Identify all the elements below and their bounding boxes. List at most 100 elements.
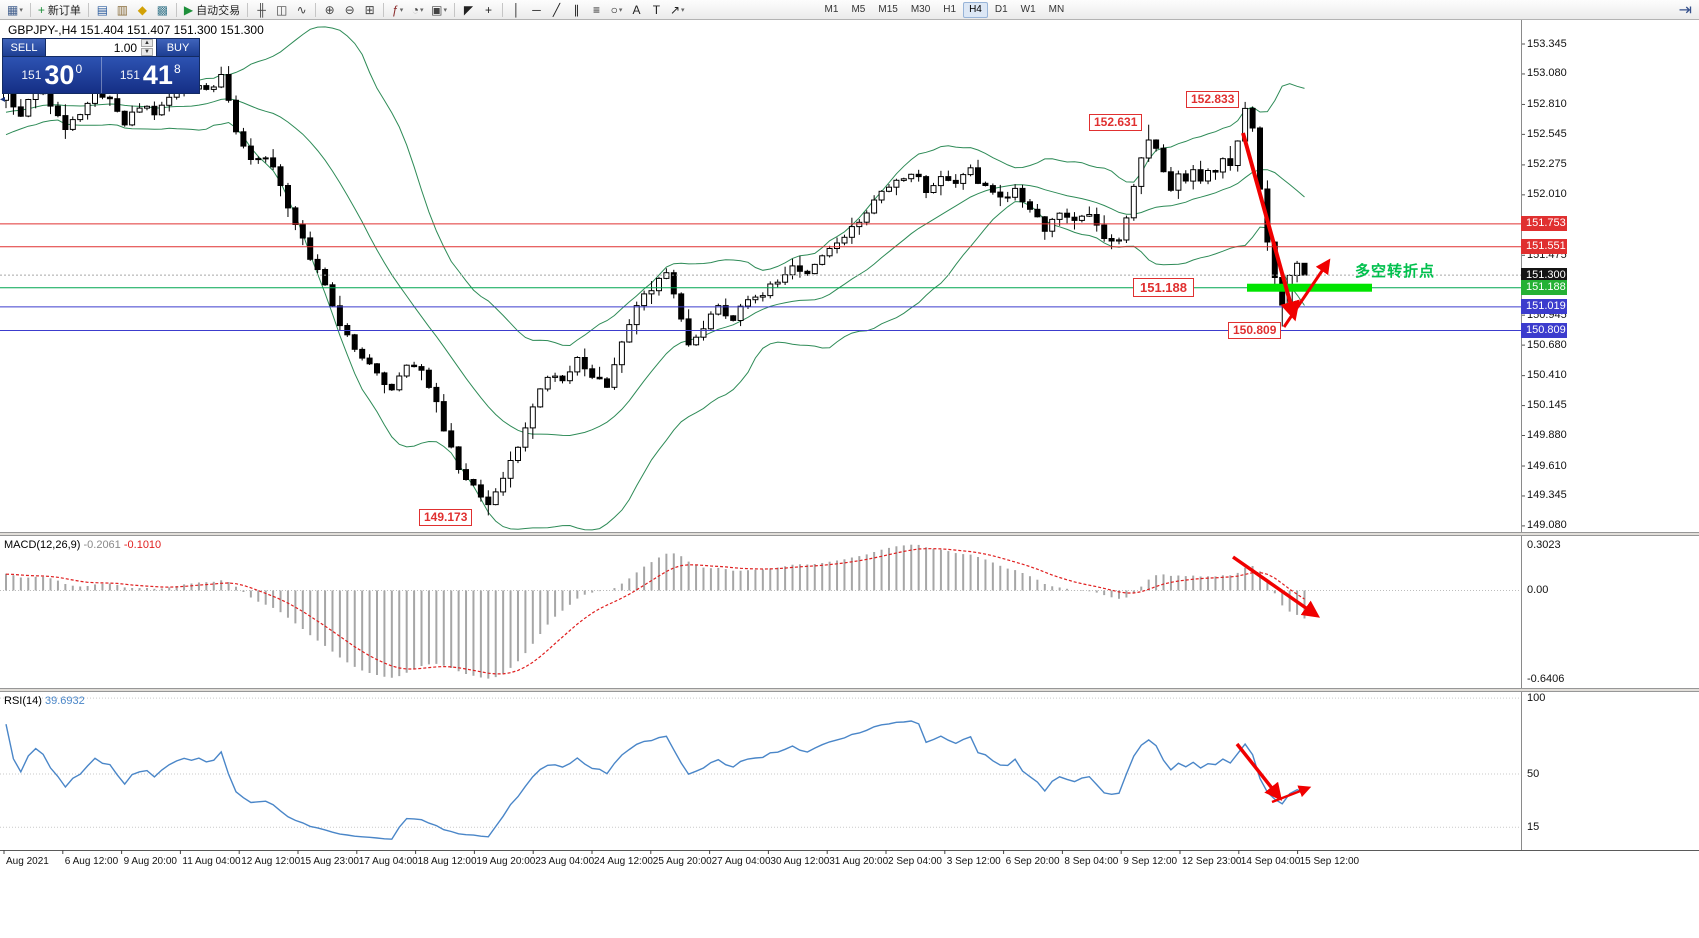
zoom-out-button[interactable]: ⊖ [340, 1, 359, 18]
line-chart-button[interactable]: ∿ [292, 1, 311, 18]
buy-price-prefix: 151 [119, 68, 140, 82]
new-order-icon: + [37, 2, 45, 17]
candle-chart-button[interactable]: ◫ [272, 1, 291, 18]
terminal-button[interactable]: ▩ [153, 1, 172, 18]
rsi-indicator-label: RSI(14) 39.6932 [4, 695, 85, 707]
macd-histogram [5, 544, 1306, 679]
arrows-tool-icon: ↗ [669, 2, 681, 17]
trend-arrow[interactable] [1271, 785, 1312, 804]
toolbar-separator [383, 2, 385, 17]
buy-price[interactable]: 151 41 8 [102, 57, 200, 93]
horizontal-line-button[interactable]: ─ [527, 1, 546, 18]
trend-arrow[interactable] [1235, 742, 1283, 801]
timeframe-group: M1 M5 M15 M30 H1 H4 D1 W1 MN [819, 1, 1071, 18]
oct-quote-row: 151 30 0 151 41 8 [2, 57, 200, 94]
trendline-button[interactable]: ╱ [547, 1, 566, 18]
tile-windows-button[interactable]: ⊞ [360, 1, 379, 18]
buy-button[interactable]: BUY [156, 38, 200, 57]
autotrading-icon: ▶ [183, 2, 194, 17]
sell-price[interactable]: 151 30 0 [3, 57, 102, 93]
timeframe-mn[interactable]: MN [1048, 4, 1065, 15]
horizontal-line-icon: ─ [532, 2, 541, 17]
bar-chart-icon: ╫ [257, 2, 266, 17]
channel-button[interactable]: ∥ [567, 1, 586, 18]
trend-arrow[interactable] [1282, 258, 1331, 328]
time-scale[interactable] [0, 850, 1699, 874]
timeframe-d1[interactable]: D1 [994, 4, 1008, 15]
terminal-icon: ▩ [156, 2, 169, 17]
chart-ohlc-title: GBPJPY-,H4 151.404 151.407 151.300 151.3… [8, 23, 264, 37]
price-scale-border [1521, 20, 1522, 850]
timeframe-w1[interactable]: W1 [1020, 4, 1036, 15]
dropdown-arrow-icon: ▾ [399, 6, 404, 14]
toolbar-separator [315, 2, 317, 17]
new-chart-icon: ▦ [7, 2, 19, 17]
panel-splitter-macd[interactable] [0, 532, 1699, 536]
trend-arrow[interactable] [1231, 555, 1321, 618]
volume-input[interactable]: 1.00 ▲ ▼ [46, 38, 156, 57]
text-button[interactable]: A [627, 1, 646, 18]
indicators-button[interactable]: ƒ ▾ [388, 1, 407, 18]
templates-button[interactable]: ▣ ▾ [428, 1, 450, 18]
shapes-icon: ○ [610, 2, 618, 17]
channel-icon: ∥ [573, 2, 580, 17]
bollinger-middle-line [5, 98, 1305, 437]
sell-price-sup: 0 [75, 62, 83, 76]
vertical-line-button[interactable]: │ [507, 1, 526, 18]
bar-chart-button[interactable]: ╫ [252, 1, 271, 18]
sell-price-prefix: 151 [21, 68, 42, 82]
zoom-in-button[interactable]: ⊕ [320, 1, 339, 18]
timeframe-m1[interactable]: M1 [824, 4, 839, 15]
main-toolbar: ▦ ▾ + 新订单 ▤ ▥ ◆ ▩ ▶ 自动交易 ╫ ◫ ∿ ⊕ ⊖ ⊞ ƒ ▾ ◔ ▾ ▣ ▾ ◤ + │ ─ ╱ ∥ ≡ ○ ▾ A T ↗ ▾… [0, 0, 1699, 20]
cursor-icon: ◤ [463, 2, 474, 17]
autotrading-button[interactable]: ▶ 自动交易 [181, 1, 243, 18]
volume-up-icon[interactable]: ▲ [141, 39, 153, 47]
volume-down-icon[interactable]: ▼ [141, 48, 153, 56]
dropdown-arrow-icon: ▾ [443, 6, 447, 14]
dropdown-arrow-icon: ▾ [618, 6, 623, 14]
toolbar-separator [87, 2, 89, 17]
text-icon: A [632, 2, 641, 17]
timeframe-m30[interactable]: M30 [910, 4, 931, 15]
dropdown-arrow-icon: ▾ [19, 6, 23, 14]
docking-icon[interactable]: ⇥ [1678, 1, 1692, 19]
oct-controls-row: SELL 1.00 ▲ ▼ BUY [2, 38, 200, 57]
periods-icon: ◔ [411, 2, 419, 17]
text-label-icon: T [652, 2, 661, 17]
panel-splitter-rsi[interactable] [0, 688, 1699, 692]
oct-collapse-arrow-icon[interactable]: ◂ [0, 94, 6, 105]
market-watch-button[interactable]: ▤ [93, 1, 112, 18]
sell-price-big: 30 [44, 59, 75, 90]
shapes-button[interactable]: ○ ▾ [607, 1, 626, 18]
candlestick-series[interactable] [3, 66, 1308, 516]
trend-arrow[interactable] [1241, 132, 1300, 322]
buy-price-sup: 8 [173, 62, 181, 76]
new-order-button[interactable]: + 新订单 [35, 1, 84, 18]
periods-button[interactable]: ◔ ▾ [408, 1, 427, 18]
data-window-button[interactable]: ▥ [113, 1, 132, 18]
toolbar-separator [501, 2, 503, 17]
fibonacci-button[interactable]: ≡ [587, 1, 606, 18]
timeframe-m5[interactable]: M5 [851, 4, 866, 15]
bollinger-upper-line [5, 26, 1305, 347]
text-label-button[interactable]: T [647, 1, 666, 18]
toolbar-separator [175, 2, 177, 17]
timeframe-h1[interactable]: H1 [943, 4, 957, 15]
candle-chart-icon: ◫ [275, 2, 288, 17]
price-scale[interactable] [1521, 20, 1699, 850]
macd-main-value: -0.2061 [83, 539, 121, 551]
navigator-icon: ◆ [137, 2, 147, 17]
macd-signal-value: -0.1010 [123, 539, 162, 551]
timeframe-h4[interactable]: H4 [963, 1, 988, 18]
sell-button[interactable]: SELL [2, 38, 46, 57]
new-chart-button[interactable]: ▦ ▾ [4, 1, 26, 18]
vertical-line-icon: │ [512, 2, 521, 17]
timeframe-m15[interactable]: M15 [878, 4, 898, 15]
crosshair-button[interactable]: + [479, 1, 498, 18]
macd-signal-line [5, 548, 1305, 675]
navigator-button[interactable]: ◆ [133, 1, 152, 18]
arrows-tool-button[interactable]: ↗ ▾ [667, 1, 688, 18]
cursor-button[interactable]: ◤ [459, 1, 478, 18]
